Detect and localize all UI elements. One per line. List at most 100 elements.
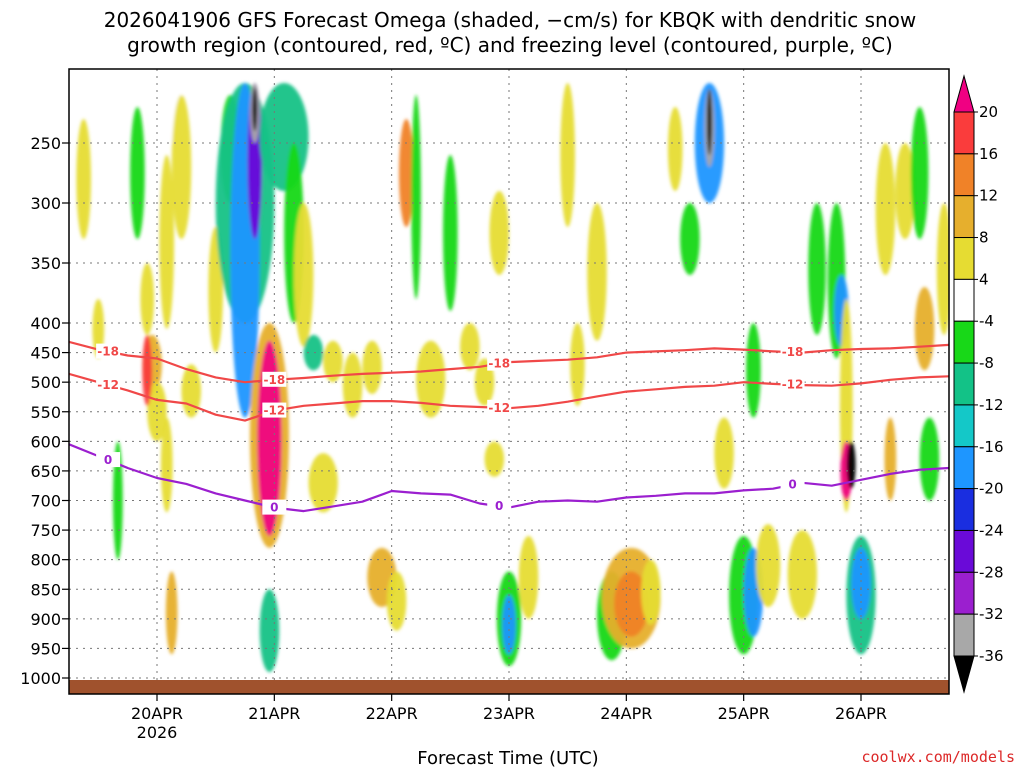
colorbar-segment — [953, 111, 975, 155]
colorbar-label: -24 — [979, 521, 1004, 539]
omega-cell — [707, 89, 712, 155]
credit-text: coolwx.com/models — [861, 748, 1015, 766]
contour-label: -12 — [488, 401, 510, 415]
omega-cell — [846, 441, 856, 489]
omega-cell — [160, 417, 173, 513]
omega-cell — [484, 441, 505, 477]
y-tick-label: 1000 — [20, 669, 61, 688]
colorbar: 20 16 12 8 4 -4 -8 -12 -16 -20 -24 -28 -32 -36 — [953, 74, 1004, 694]
colorbar-label: 16 — [979, 145, 998, 163]
contour-label: -12 — [782, 378, 804, 392]
y-tick-label: 850 — [30, 580, 61, 599]
y-tick-label: 550 — [30, 403, 61, 422]
colorbar-label: -8 — [979, 354, 994, 372]
contour-label: 0 — [104, 453, 112, 467]
contour-label-bg — [262, 371, 287, 387]
contour-label: 0 — [788, 478, 796, 492]
contour-label: -12 — [263, 404, 285, 418]
omega-cell — [416, 340, 446, 418]
contour-label-bg — [262, 402, 287, 418]
colorbar-label: -36 — [979, 647, 1004, 665]
colorbar-label: 8 — [979, 229, 989, 247]
x-tick-label: 25APR — [718, 704, 770, 723]
colorbar-label: -16 — [979, 438, 1004, 456]
y-axis: 250 300 350 400 450 500 550 600 650 700 750 800 850 9… — [20, 134, 69, 688]
colorbar-label: 12 — [979, 187, 998, 205]
omega-cell — [808, 203, 826, 335]
contour-label: -18 — [97, 345, 119, 359]
colorbar-segment — [953, 571, 975, 615]
colorbar-segment — [953, 195, 975, 239]
colorbar-segment — [953, 362, 975, 406]
omega-cell — [714, 417, 734, 489]
omega-cell — [399, 119, 414, 227]
x-tick-sublabel: 2026 — [137, 723, 178, 742]
contour-label: 0 — [270, 501, 278, 515]
omega-cell — [919, 417, 940, 501]
y-tick-label: 650 — [30, 462, 61, 481]
omega-cell — [667, 107, 683, 191]
colorbar-label: -20 — [979, 480, 1004, 498]
x-axis-title: Forecast Time (UTC) — [417, 748, 598, 768]
omega-cell — [936, 203, 949, 335]
omega-cell — [165, 571, 178, 655]
colorbar-label: -32 — [979, 605, 1004, 623]
omega-cell — [895, 143, 915, 239]
omega-cell — [171, 95, 192, 239]
y-tick-label: 800 — [30, 551, 61, 570]
omega-cell — [680, 203, 700, 275]
omega-cell — [910, 107, 929, 239]
chart-title-line-2: growth region (contoured, red, ºC) and f… — [127, 33, 893, 57]
omega-cell — [875, 143, 896, 275]
omega-cell — [76, 119, 91, 239]
contour-label-bg — [262, 499, 287, 515]
colorbar-segment — [953, 613, 975, 657]
omega-cell — [587, 203, 607, 341]
omega-cell — [293, 203, 314, 347]
contour-label: -12 — [97, 378, 119, 392]
omega-cell — [362, 340, 382, 394]
omega-cell — [142, 334, 153, 406]
omega-cell — [140, 263, 155, 335]
omega-cell — [914, 287, 935, 371]
plot-area: -18 -18 -18 -18 -12 -12 -12 -12 0 0 0 0 — [69, 69, 949, 680]
omega-cell — [560, 83, 576, 227]
omega-cell — [411, 95, 421, 299]
contour-label: -18 — [488, 357, 510, 371]
omega-cell — [386, 571, 407, 631]
y-tick-label: 500 — [30, 373, 61, 392]
omega-cell — [884, 417, 897, 501]
contour-label-bg — [780, 476, 805, 492]
colorbar-segment — [953, 404, 975, 448]
colorbar-segment — [953, 278, 975, 322]
omega-cell — [323, 340, 343, 383]
omega-cell — [252, 87, 258, 131]
omega-cell — [787, 530, 817, 619]
omega-cell — [460, 323, 480, 371]
colorbar-segment — [953, 488, 975, 531]
omega-cell — [303, 334, 324, 371]
omega-cell — [257, 340, 282, 536]
omega-cell — [641, 559, 661, 625]
colorbar-segment — [953, 153, 975, 197]
omega-cell — [259, 589, 280, 673]
ground-bar — [69, 680, 949, 694]
colorbar-label: -4 — [979, 312, 994, 330]
colorbar-segment — [953, 446, 975, 490]
y-tick-label: 250 — [30, 134, 61, 153]
x-tick-label: 22APR — [366, 704, 418, 723]
contour-label-bg — [96, 343, 121, 359]
y-tick-label: 450 — [30, 344, 61, 363]
omega-cell — [502, 595, 516, 655]
omega-cell — [489, 191, 509, 275]
x-tick-label: 20APR — [131, 704, 183, 723]
x-tick-label: 21APR — [248, 704, 300, 723]
colorbar-label: -12 — [979, 396, 1004, 414]
x-tick-label: 23APR — [483, 704, 535, 723]
omega-cell — [518, 536, 539, 619]
omega-cell — [443, 155, 458, 311]
colorbar-segment — [953, 237, 975, 280]
contour-label: -18 — [782, 345, 804, 359]
x-tick-label: 26APR — [835, 704, 887, 723]
